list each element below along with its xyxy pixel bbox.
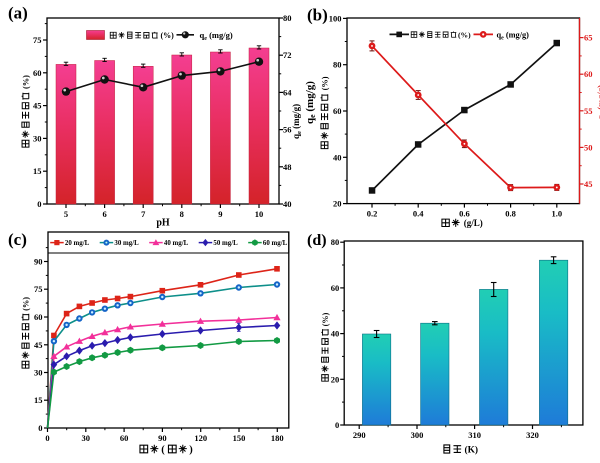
svg-text:45: 45 <box>33 101 42 111</box>
svg-text:(%): (%) <box>22 75 31 89</box>
svg-text:(K): (K) <box>465 444 479 455</box>
svg-text:40 mg/L: 40 mg/L <box>164 240 189 247</box>
svg-text:15: 15 <box>34 395 43 405</box>
svg-text:90: 90 <box>158 433 167 443</box>
svg-text:150: 150 <box>233 433 246 443</box>
svg-text:55: 55 <box>584 106 593 116</box>
svg-text:pH: pH <box>156 218 170 229</box>
svg-text:30 mg/L: 30 mg/L <box>114 240 139 247</box>
svg-text:75: 75 <box>33 35 42 45</box>
svg-text:56: 56 <box>283 125 292 135</box>
svg-text:40: 40 <box>331 329 340 339</box>
svg-text:20: 20 <box>331 374 340 384</box>
svg-text:60: 60 <box>33 68 42 78</box>
svg-text:10: 10 <box>255 209 264 219</box>
svg-text:(%): (%) <box>22 297 31 311</box>
svg-text:qe (mg/g): qe (mg/g) <box>497 31 530 42</box>
svg-text:(%): (%) <box>458 31 471 40</box>
svg-text:qe (mg/g): qe (mg/g) <box>200 30 233 42</box>
svg-text:5: 5 <box>64 209 68 219</box>
svg-text:0.6: 0.6 <box>459 209 470 219</box>
svg-text:64: 64 <box>283 87 292 97</box>
svg-text:0: 0 <box>37 199 41 209</box>
svg-text:30: 30 <box>33 133 42 143</box>
svg-text:80: 80 <box>331 237 340 247</box>
svg-text:120: 120 <box>194 433 207 443</box>
svg-text:40: 40 <box>283 199 292 209</box>
svg-text:60: 60 <box>333 106 342 116</box>
svg-text:20: 20 <box>333 199 342 209</box>
svg-text:(%): (%) <box>321 312 330 326</box>
svg-text:75: 75 <box>34 284 43 294</box>
svg-text:(b): (b) <box>307 6 328 25</box>
svg-text:60: 60 <box>584 69 593 79</box>
svg-text:310: 310 <box>468 430 481 440</box>
svg-text:45: 45 <box>34 340 43 350</box>
svg-text:40: 40 <box>333 152 342 162</box>
svg-text:65: 65 <box>584 33 593 43</box>
svg-text:9: 9 <box>218 209 222 219</box>
svg-text:30: 30 <box>34 368 43 378</box>
svg-text:1.0: 1.0 <box>551 209 562 219</box>
svg-text:(%): (%) <box>161 31 175 40</box>
svg-text:qe (mg/g): qe (mg/g) <box>304 81 317 124</box>
svg-text:(c): (c) <box>8 230 27 249</box>
svg-text:50 mg/L: 50 mg/L <box>213 240 238 247</box>
svg-text:60: 60 <box>34 312 43 322</box>
svg-text:90: 90 <box>34 257 43 267</box>
svg-text:7: 7 <box>141 209 146 219</box>
svg-text:(a): (a) <box>8 4 28 23</box>
svg-text:qe (mg/g): qe (mg/g) <box>596 85 600 120</box>
svg-text:290: 290 <box>353 430 366 440</box>
svg-text:300: 300 <box>411 430 424 440</box>
svg-text:20 mg/L: 20 mg/L <box>65 240 90 247</box>
svg-text:15: 15 <box>33 166 42 176</box>
svg-text:6: 6 <box>102 209 106 219</box>
svg-text:80: 80 <box>283 13 292 23</box>
svg-text:qe (mg/g): qe (mg/g) <box>291 104 303 139</box>
svg-text:0: 0 <box>38 423 42 433</box>
svg-text:80: 80 <box>333 60 342 70</box>
svg-text:0: 0 <box>335 420 339 430</box>
svg-text:60: 60 <box>331 283 340 293</box>
svg-text:50: 50 <box>584 142 593 152</box>
svg-text:60 mg/L: 60 mg/L <box>263 240 288 247</box>
svg-text:60: 60 <box>120 433 129 443</box>
svg-text:): ) <box>189 445 193 456</box>
svg-text:45: 45 <box>584 179 593 189</box>
svg-text:100: 100 <box>329 13 342 23</box>
svg-text:(g/L): (g/L) <box>464 218 483 228</box>
svg-text:0.2: 0.2 <box>367 209 378 219</box>
svg-text:0.4: 0.4 <box>413 209 424 219</box>
svg-text:180: 180 <box>271 433 284 443</box>
svg-text:0: 0 <box>45 433 49 443</box>
svg-text:72: 72 <box>283 50 292 60</box>
svg-text:8: 8 <box>180 209 184 219</box>
svg-text:48: 48 <box>283 162 292 172</box>
svg-text:(%): (%) <box>321 76 330 90</box>
svg-text:(: ( <box>161 445 165 456</box>
svg-text:320: 320 <box>526 430 539 440</box>
svg-text:0.8: 0.8 <box>505 209 516 219</box>
svg-text:(d): (d) <box>307 232 327 249</box>
svg-text:30: 30 <box>82 433 91 443</box>
